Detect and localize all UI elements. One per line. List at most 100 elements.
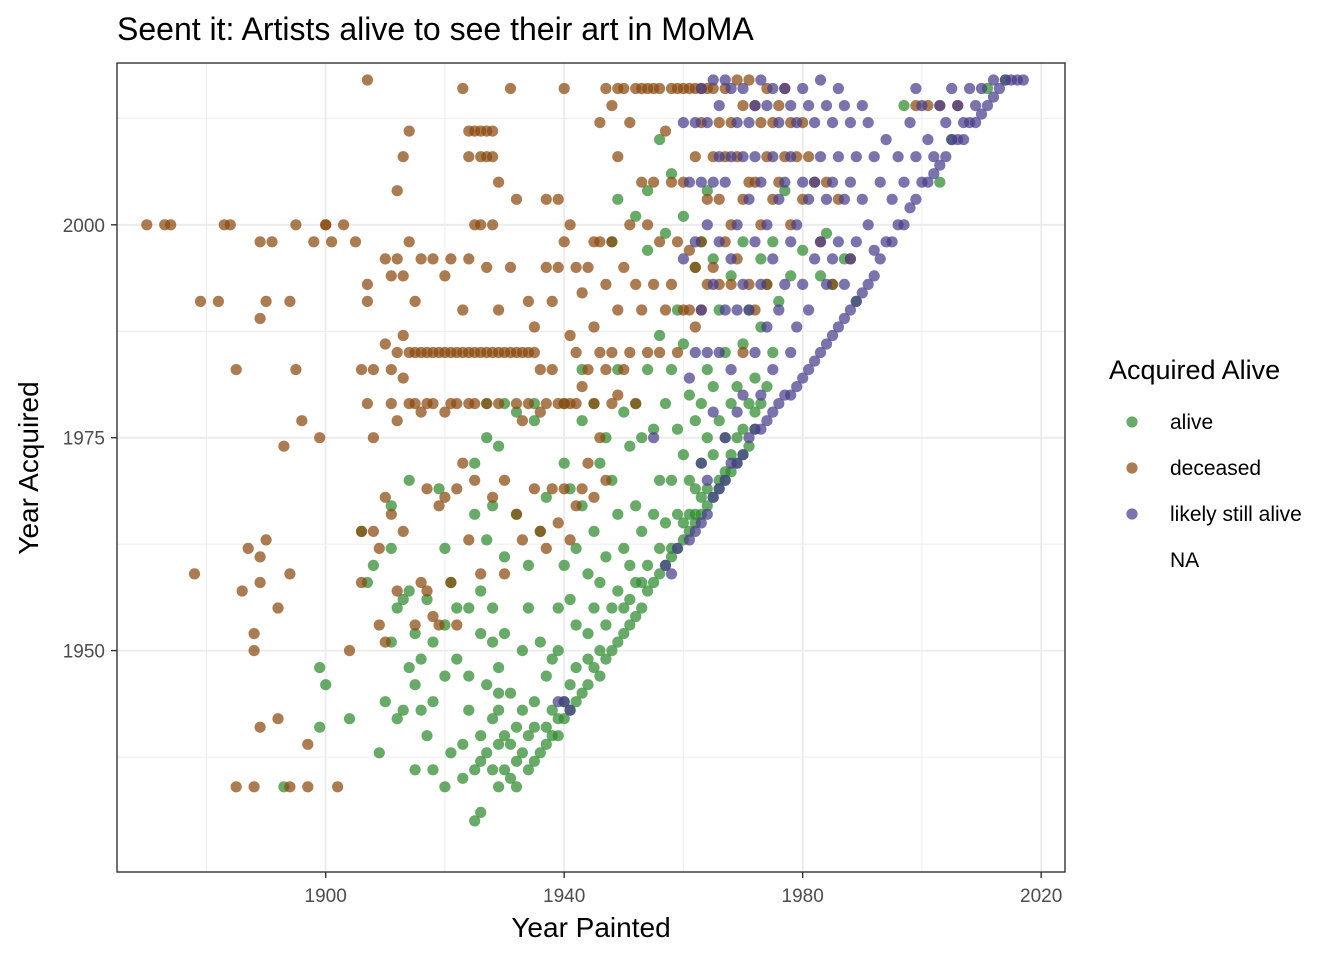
data-point — [791, 321, 803, 333]
data-point — [540, 491, 552, 503]
data-point — [522, 559, 535, 572]
data-point — [946, 82, 958, 95]
data-point — [773, 398, 785, 410]
data-point — [260, 534, 272, 546]
data-point — [701, 117, 713, 129]
data-point — [725, 398, 737, 410]
data-point — [290, 219, 302, 231]
data-point — [522, 295, 535, 307]
data-point — [701, 483, 713, 495]
data-point — [308, 236, 320, 248]
data-point — [958, 134, 970, 146]
data-point — [552, 645, 564, 657]
data-point — [856, 287, 868, 299]
data-point — [546, 295, 558, 307]
data-point — [624, 346, 636, 359]
data-point — [546, 364, 558, 376]
data-point — [648, 423, 660, 435]
data-point — [493, 440, 505, 452]
data-point — [648, 508, 660, 520]
data-point — [689, 321, 701, 333]
data-point — [624, 593, 636, 606]
data-point — [528, 415, 541, 427]
data-point — [868, 244, 880, 256]
data-point — [898, 100, 910, 112]
x-tick-label: 2020 — [1020, 886, 1062, 907]
data-point — [737, 346, 749, 359]
data-point — [701, 500, 713, 512]
data-point — [612, 304, 624, 316]
data-point — [797, 176, 809, 188]
legend-label: likely still alive — [1170, 503, 1302, 526]
data-point — [654, 82, 666, 95]
data-point — [761, 321, 773, 333]
data-point — [230, 781, 242, 793]
data-point — [767, 82, 779, 95]
data-point — [820, 278, 833, 290]
data-point — [731, 406, 743, 418]
data-point — [391, 585, 403, 597]
data-point — [862, 278, 874, 290]
data-point — [367, 364, 379, 376]
data-point — [636, 576, 648, 589]
data-point — [820, 193, 833, 205]
data-point — [665, 278, 678, 290]
data-point — [785, 346, 797, 359]
data-point — [296, 415, 308, 427]
plot-panel: 1900 1940 1980 2020 1950 1975 2000 — [63, 62, 1066, 907]
data-point — [779, 185, 791, 197]
data-point — [701, 193, 713, 205]
data-point — [904, 117, 916, 129]
data-point — [570, 662, 582, 674]
data-point — [558, 713, 570, 725]
data-point — [320, 679, 332, 691]
data-point — [797, 244, 809, 256]
data-point — [403, 474, 415, 486]
data-point — [731, 432, 743, 444]
data-point — [409, 764, 421, 776]
data-point — [594, 346, 606, 359]
legend-label: alive — [1170, 411, 1213, 434]
data-point — [570, 542, 582, 555]
data-point — [427, 696, 439, 708]
data-point — [701, 364, 713, 376]
data-point — [546, 704, 558, 716]
data-point — [785, 236, 797, 248]
data-point — [654, 474, 666, 486]
data-point — [457, 738, 469, 750]
data-point — [904, 202, 916, 214]
data-point — [546, 483, 558, 495]
data-point — [677, 517, 690, 529]
data-point — [809, 176, 821, 188]
data-point — [439, 542, 451, 555]
data-point — [469, 398, 481, 410]
data-point — [642, 219, 654, 231]
data-point — [528, 346, 541, 359]
data-point — [922, 176, 934, 188]
data-point — [427, 636, 439, 648]
data-point — [594, 432, 606, 444]
data-point — [403, 125, 415, 137]
data-point — [528, 696, 541, 708]
data-point — [713, 100, 725, 112]
data-point — [397, 270, 409, 282]
data-point — [767, 151, 779, 163]
data-point — [743, 432, 755, 444]
series-likely-still-alive — [552, 74, 1029, 716]
data-point — [421, 593, 433, 606]
data-point — [409, 398, 421, 410]
data-point — [749, 236, 761, 248]
data-point — [624, 619, 636, 631]
data-point — [504, 738, 517, 750]
data-point — [463, 253, 475, 265]
data-point — [284, 781, 296, 793]
data-point — [540, 721, 552, 733]
data-point — [445, 747, 457, 759]
data-point — [522, 730, 535, 742]
y-tick-label: 2000 — [63, 216, 105, 237]
data-point — [773, 295, 785, 307]
data-point — [594, 117, 606, 129]
data-point — [814, 236, 827, 248]
data-point — [749, 372, 761, 384]
data-point — [755, 278, 767, 290]
